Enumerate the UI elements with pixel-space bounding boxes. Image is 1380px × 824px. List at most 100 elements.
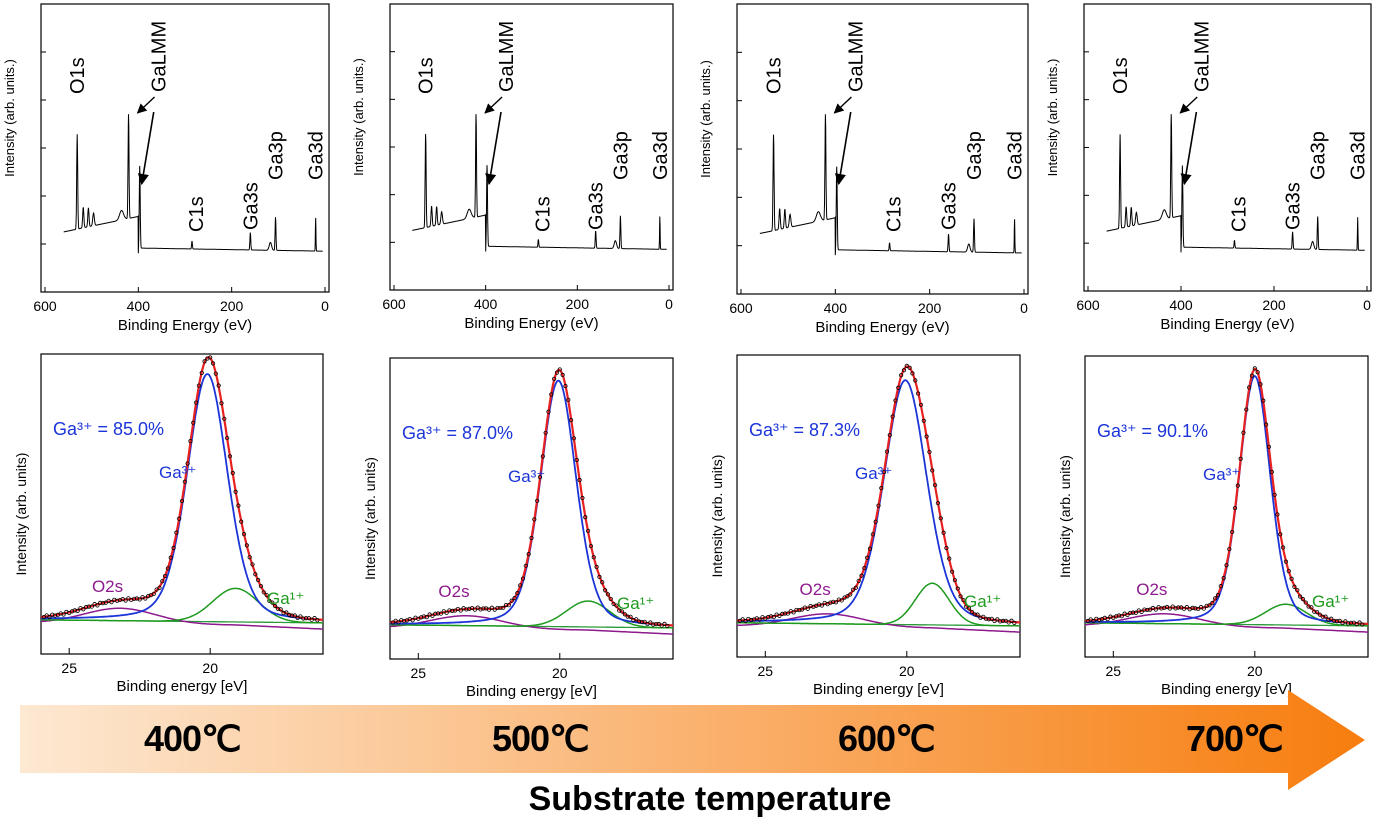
measured-point: [935, 501, 941, 506]
measured-point: [768, 614, 774, 619]
measured-point: [628, 614, 633, 619]
peak-label-ga3d: Ga3d: [650, 131, 672, 180]
galmm-arrow-short: [484, 96, 503, 114]
temperature-label-500: 500℃: [492, 718, 589, 759]
peak-label-o1s: O1s: [416, 57, 438, 94]
measured-point: [563, 383, 568, 389]
measured-point: [1232, 506, 1238, 511]
measured-point: [52, 613, 58, 618]
survey-spectrum-line: [1106, 114, 1365, 253]
galmm-arrow-short: [136, 96, 156, 114]
measured-point: [882, 469, 887, 474]
measured-point: [182, 479, 187, 484]
measured-point: [174, 530, 179, 535]
x-tick-label: 400: [1169, 297, 1193, 313]
measured-point: [571, 436, 577, 441]
measured-point: [981, 614, 986, 619]
temperature-label-600: 600℃: [838, 718, 935, 759]
measured-point: [876, 503, 881, 508]
measured-point: [503, 602, 509, 608]
measured-point: [743, 619, 748, 624]
x-tick-label: 25: [61, 660, 77, 676]
x-tick-label: 25: [411, 665, 427, 681]
x-tick-label: 400: [127, 298, 151, 314]
measured-point: [1292, 584, 1297, 589]
measured-point: [870, 532, 875, 537]
measured-point: [208, 355, 213, 360]
ga3-component-label: Ga³⁺: [1203, 465, 1240, 484]
measured-point: [501, 605, 506, 610]
measured-point: [1139, 609, 1144, 614]
measured-point: [475, 605, 480, 610]
total-fit-curve: [389, 368, 673, 627]
measured-point: [253, 572, 258, 577]
y-axis-label: Intensity (arb. units.): [698, 60, 713, 178]
measured-point: [1221, 576, 1226, 581]
y-axis-label: Intensity (arb. units.): [351, 58, 366, 176]
x-axis-label: Binding energy [eV]: [1161, 681, 1292, 698]
x-tick-label: 0: [1020, 300, 1028, 316]
o2s-component-label: O2s: [1136, 580, 1167, 599]
measured-point: [287, 612, 292, 617]
peak-label-ga3d: Ga3d: [1005, 131, 1027, 180]
measured-point: [436, 611, 441, 616]
measured-point: [458, 608, 463, 613]
measured-point: [924, 434, 929, 439]
measured-point: [944, 545, 949, 551]
measured-point: [969, 609, 974, 615]
survey-panel-survey-600: 600 400 200 0 Binding Energy (eV) Intensity (…: [698, 3, 1029, 336]
peak-label-o1s: O1s: [67, 57, 89, 94]
measured-point: [910, 371, 915, 376]
measured-point: [1258, 382, 1263, 387]
measured-point: [1348, 620, 1354, 625]
measured-point: [1213, 596, 1218, 601]
measured-point: [799, 607, 805, 612]
measured-point: [574, 457, 579, 463]
x-tick-label: 25: [758, 663, 774, 679]
ga3-ratio-label: Ga³⁺ = 87.0%: [402, 423, 513, 443]
detail-panel-ga3d-700: 25 20 Binding energy [eV] Intensity (arb. u…: [1057, 355, 1369, 698]
measured-point: [303, 616, 309, 621]
measured-point: [1255, 370, 1260, 375]
galmm-arrow-long: [485, 111, 502, 186]
measured-point: [1215, 593, 1221, 598]
measured-point: [1153, 607, 1158, 612]
measured-point: [949, 569, 955, 574]
measured-point: [396, 620, 401, 625]
measured-point: [1337, 618, 1342, 623]
o2s-component-curve: [389, 615, 673, 635]
measured-point: [1207, 603, 1212, 608]
measured-point: [1159, 606, 1164, 611]
measured-point: [227, 454, 233, 459]
measured-point: [177, 516, 182, 521]
measured-point: [518, 583, 523, 588]
measured-point: [1145, 607, 1150, 613]
measured-point: [1312, 609, 1317, 614]
measured-point: [577, 477, 582, 483]
ga3-component-label: Ga³⁺: [855, 464, 892, 483]
measured-point: [1238, 456, 1243, 461]
measured-point: [602, 588, 608, 593]
measured-point: [157, 585, 162, 590]
measured-point: [1357, 620, 1362, 625]
detail-frame: [40, 353, 324, 655]
measured-point: [986, 617, 991, 622]
measured-point: [103, 600, 108, 605]
measured-point: [771, 615, 776, 620]
measured-point: [597, 574, 602, 580]
x-tick-label: 600: [33, 298, 57, 314]
x-axis-label: Binding Energy (eV): [815, 319, 949, 336]
measured-point: [1343, 619, 1348, 624]
measured-point: [450, 608, 455, 613]
x-tick-label: 600: [729, 300, 753, 316]
measured-point: [805, 606, 810, 611]
survey-panel-survey-400: 600 400 200 0 Binding Energy (eV) Intensity (…: [2, 3, 330, 334]
measured-point: [600, 580, 605, 585]
measured-point: [662, 621, 667, 626]
measured-point: [938, 516, 943, 521]
measured-point: [1105, 617, 1110, 622]
y-axis-label: Intensity (arb. units): [13, 453, 29, 576]
measured-point: [75, 608, 80, 613]
measured-point: [100, 601, 106, 606]
measured-point: [862, 565, 867, 571]
